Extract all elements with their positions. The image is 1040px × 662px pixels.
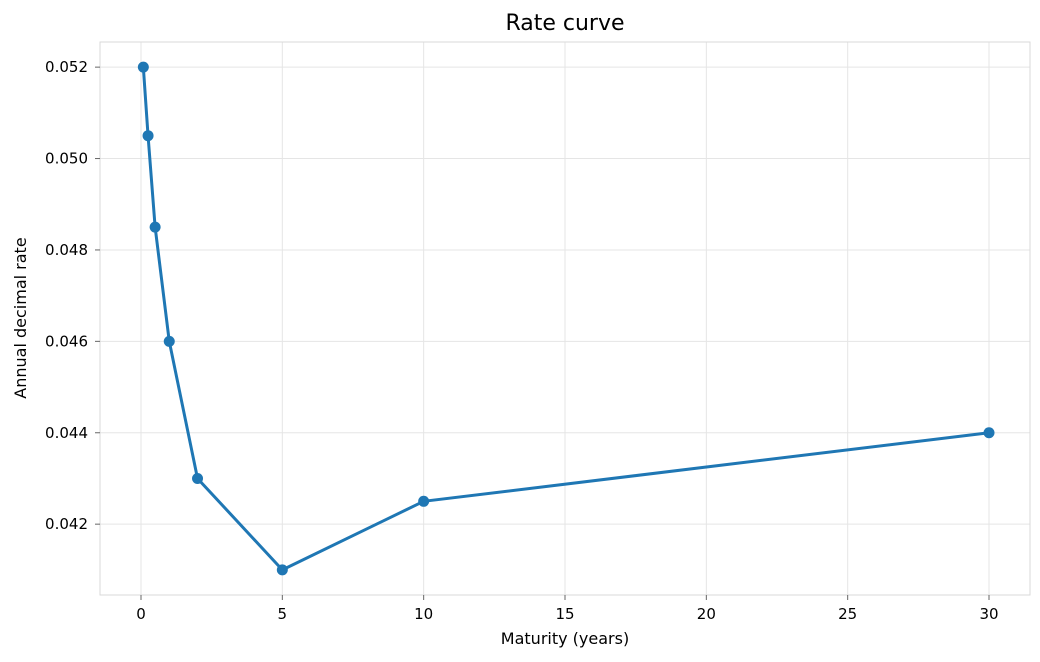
data-point bbox=[163, 335, 175, 347]
series-line bbox=[141, 65, 991, 572]
x-tick-label: 15 bbox=[555, 605, 574, 623]
y-tick-label: 0.050 bbox=[45, 150, 88, 168]
y-tick-label: 0.044 bbox=[45, 424, 88, 442]
data-point bbox=[149, 221, 161, 233]
x-tick-label: 20 bbox=[697, 605, 716, 623]
data-point bbox=[137, 61, 149, 73]
y-tick-label: 0.052 bbox=[45, 58, 88, 76]
data-point bbox=[192, 472, 204, 484]
data-point bbox=[276, 564, 288, 576]
x-tick-label: 0 bbox=[136, 605, 146, 623]
x-axis-label: Maturity (years) bbox=[501, 629, 629, 648]
x-tick-label: 30 bbox=[979, 605, 998, 623]
tick-layer: 0 5 10 15 20 25 30 0.042 0.044 0.046 0.048 0.050 0.0… bbox=[45, 58, 999, 623]
grid-layer bbox=[100, 42, 1030, 595]
y-tick-label: 0.046 bbox=[45, 332, 88, 350]
x-tick-label: 10 bbox=[414, 605, 433, 623]
x-tick-label: 25 bbox=[838, 605, 857, 623]
series-layer bbox=[137, 61, 995, 576]
data-point bbox=[983, 427, 995, 439]
y-axis-label: Annual decimal rate bbox=[11, 237, 30, 398]
data-point bbox=[142, 130, 154, 142]
y-tick-label: 0.042 bbox=[45, 515, 88, 533]
y-tick-label: 0.048 bbox=[45, 241, 88, 259]
chart-title: Rate curve bbox=[505, 11, 624, 36]
data-point bbox=[418, 495, 430, 507]
x-tick-label: 5 bbox=[278, 605, 288, 623]
